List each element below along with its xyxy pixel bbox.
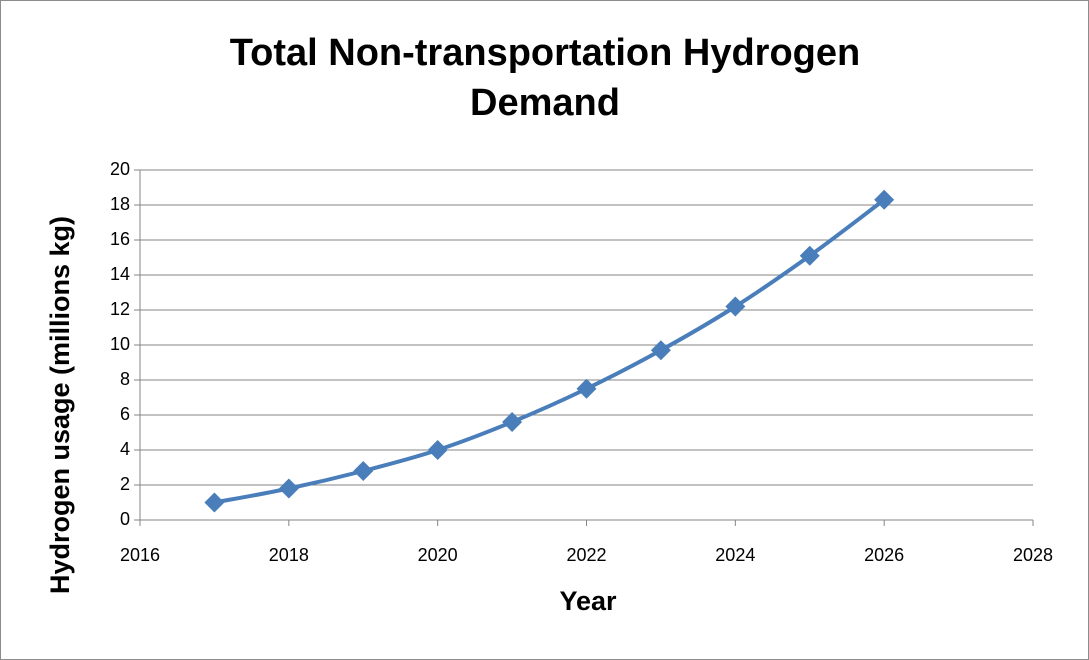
marker xyxy=(204,492,225,513)
y-tick-label: 6 xyxy=(120,404,130,424)
y-tick-label: 16 xyxy=(110,229,130,249)
y-axis-title: Hydrogen usage (millions kg) xyxy=(45,216,75,594)
x-tick-label: 2022 xyxy=(566,545,606,565)
marker xyxy=(502,412,523,432)
x-tick-label: 2028 xyxy=(1013,545,1053,565)
y-tick-label: 0 xyxy=(120,509,130,529)
x-tick-label: 2020 xyxy=(418,545,458,565)
marker xyxy=(799,245,820,266)
y-tick-label: 20 xyxy=(110,159,130,179)
x-tick-label: 2018 xyxy=(269,545,309,565)
x-tick-label: 2016 xyxy=(120,545,160,565)
marker xyxy=(576,378,597,399)
x-axis-title: Year xyxy=(559,586,617,616)
marker xyxy=(427,440,448,460)
marker xyxy=(650,340,671,361)
marker xyxy=(278,478,299,499)
y-tick-label: 10 xyxy=(110,334,130,354)
x-tick-label: 2026 xyxy=(864,545,904,565)
x-tick-label: 2024 xyxy=(715,545,755,565)
y-tick-label: 14 xyxy=(110,264,130,284)
y-tick-label: 12 xyxy=(110,299,130,319)
chart-title: Total Non-transportation Hydrogen Demand xyxy=(229,32,861,124)
y-tick-label: 18 xyxy=(110,194,130,214)
y-tick-label: 8 xyxy=(120,369,130,389)
marker xyxy=(725,296,746,317)
series-line xyxy=(214,198,886,505)
y-tick-label: 4 xyxy=(120,439,130,459)
marker xyxy=(353,461,374,481)
marker xyxy=(874,189,895,210)
y-tick-label: 2 xyxy=(120,474,130,494)
